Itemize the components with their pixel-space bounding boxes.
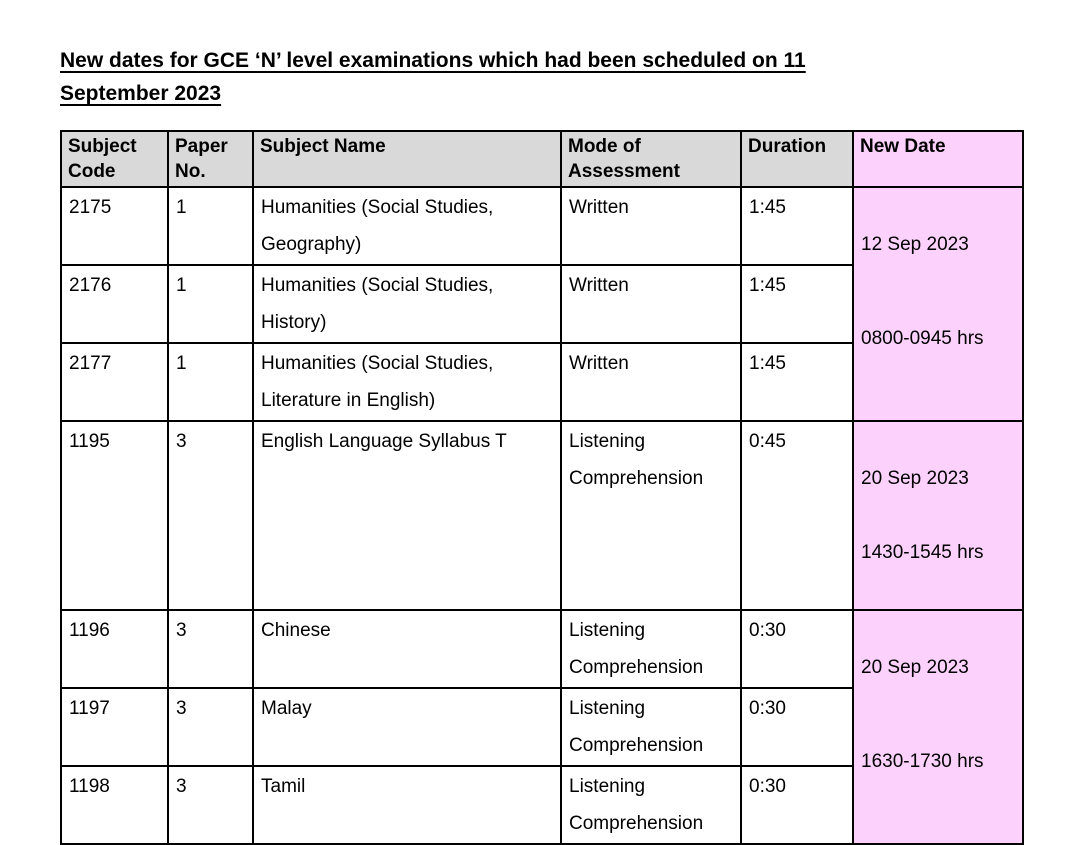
duration-cell: 1:45 [740,342,854,422]
mode-cell: Listening Comprehension [560,609,742,689]
table-row-2177: 2177 1 Humanities (Social Studies, Liter… [60,342,1023,422]
subject-name-cell: English Language Syllabus T [252,420,562,611]
duration-cell: 0:30 [740,609,854,689]
paper-no-cell: 1 [167,342,254,422]
mode-cell: Listening Comprehension [560,687,742,767]
column-header-duration: Duration [740,130,854,188]
new-date-text: 12 Sep 2023 [861,234,969,255]
paper-no-cell: 1 [167,264,254,344]
subject-name-cell: Humanities (Social Studies, Literature i… [252,342,562,422]
new-date-cell-1195: 20 Sep 2023 1430-1545 hrs [852,420,1024,611]
subject-name-cell: Chinese [252,609,562,689]
mode-cell: Written [560,186,742,266]
paper-no-cell: 3 [167,687,254,767]
table-row-2176: 2176 1 Humanities (Social Studies, Histo… [60,264,1023,344]
subject-name-cell: Humanities (Social Studies, History) [252,264,562,344]
duration-cell: 1:45 [740,186,854,266]
subject-code-cell: 1195 [60,420,169,611]
paper-no-cell: 3 [167,420,254,611]
column-header-subject-name: Subject Name [252,130,562,188]
new-date-cell-group-2: 20 Sep 2023 1630-1730 hrs [852,609,1024,845]
column-header-new-date: New Date [852,130,1024,188]
header-row: Subject Code Paper No. Subject Name Mode… [60,130,1024,188]
subject-name-cell: Humanities (Social Studies, Geography) [252,186,562,266]
column-header-paper-no: Paper No. [167,130,254,188]
column-header-subject-code: Subject Code [60,130,169,188]
subject-code-cell: 2177 [60,342,169,422]
paper-no-cell: 3 [167,609,254,689]
new-date-text: 20 Sep 2023 [861,657,969,678]
new-time-text: 0800-0945 hrs [861,328,984,349]
column-header-mode-of-assessment: Mode of Assessment [560,130,742,188]
new-time-text: 1630-1730 hrs [861,751,984,772]
table-row-2175: 2175 1 Humanities (Social Studies, Geogr… [60,186,1024,422]
new-date-cell-group-1: 12 Sep 2023 0800-0945 hrs [852,186,1024,422]
duration-cell: 0:30 [740,687,854,767]
table-row-1196: 1196 3 Chinese Listening Comprehension 0… [60,609,1024,845]
subject-code-cell: 1197 [60,687,169,767]
subject-code-cell: 2175 [60,186,169,266]
paper-no-cell: 1 [167,186,254,266]
subject-name-cell: Tamil [252,765,562,845]
duration-cell: 1:45 [740,264,854,344]
table-row-1195: 1195 3 English Language Syllabus T Liste… [60,420,1024,611]
subject-code-cell: 2176 [60,264,169,344]
new-time-text: 1430-1545 hrs [861,542,984,563]
mode-cell: Listening Comprehension [560,765,742,845]
page-title: New dates for GCE ‘N’ level examinations… [60,49,806,105]
subject-name-cell: Malay [252,687,562,767]
duration-cell: 0:45 [740,420,854,611]
mode-cell: Listening Comprehension [560,420,742,611]
subject-code-cell: 1198 [60,765,169,845]
subject-code-cell: 1196 [60,609,169,689]
mode-cell: Written [560,264,742,344]
mode-cell: Written [560,342,742,422]
paper-no-cell: 3 [167,765,254,845]
new-date-text: 20 Sep 2023 [861,468,969,489]
duration-cell: 0:30 [740,765,854,845]
exam-schedule-table: Subject Code Paper No. Subject Name Mode… [60,130,1024,845]
